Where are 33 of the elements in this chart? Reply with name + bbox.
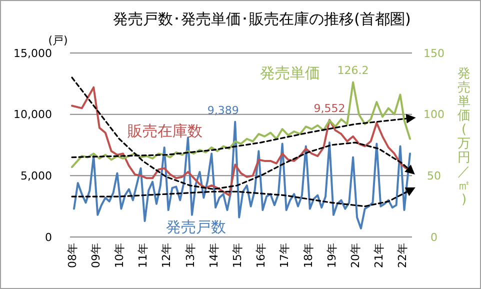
x-tick-label: 08年 — [66, 243, 79, 268]
x-tick-label: 20年 — [348, 243, 362, 268]
x-tick-label: 19年 — [325, 243, 338, 268]
data-label: 9,389 — [207, 104, 239, 117]
y-tick-label: 0 — [45, 230, 52, 244]
x-tick-label: 15年 — [230, 243, 244, 268]
chart-title: 発売戸数･発売単価･販売在庫の推移(首都圏) — [113, 10, 411, 28]
data-label: 126.2 — [337, 64, 369, 78]
series-label: 販売在庫数 — [128, 122, 202, 140]
x-tick-label: 14年 — [207, 243, 220, 268]
x-tick-label: 17年 — [278, 243, 292, 268]
x-tick-label: 13年 — [184, 243, 197, 268]
y-tick-label: 5,000 — [20, 170, 52, 183]
x-tick-label: 12年 — [160, 243, 174, 268]
x-tick-label: 09年 — [89, 243, 102, 268]
line-series — [71, 81, 411, 168]
y2-tick-label: 150 — [424, 46, 444, 60]
y-tick-label: 15,000 — [14, 46, 52, 60]
y2-tick-label: 0 — [430, 230, 438, 244]
y-axis-title: (戸) — [48, 34, 68, 47]
x-tick-label: 16年 — [254, 243, 268, 268]
x-tick-label: 10年 — [113, 243, 126, 268]
x-tick-label: 22年 — [396, 243, 410, 268]
x-tick-label: 21年 — [372, 243, 386, 268]
series-label: 発売戸数 — [166, 218, 226, 236]
data-label: 9,552 — [314, 102, 346, 115]
x-tick-label: 18年 — [302, 243, 315, 268]
y2-tick-label: 100 — [424, 108, 444, 122]
x-tick-label: 11年 — [136, 243, 150, 268]
y-tick-label: 10,000 — [14, 108, 52, 122]
text: 発売単価(万円／㎡) — [458, 66, 470, 208]
y2-tick-label: 50 — [427, 170, 441, 183]
text: 発売単価 — [260, 64, 320, 82]
